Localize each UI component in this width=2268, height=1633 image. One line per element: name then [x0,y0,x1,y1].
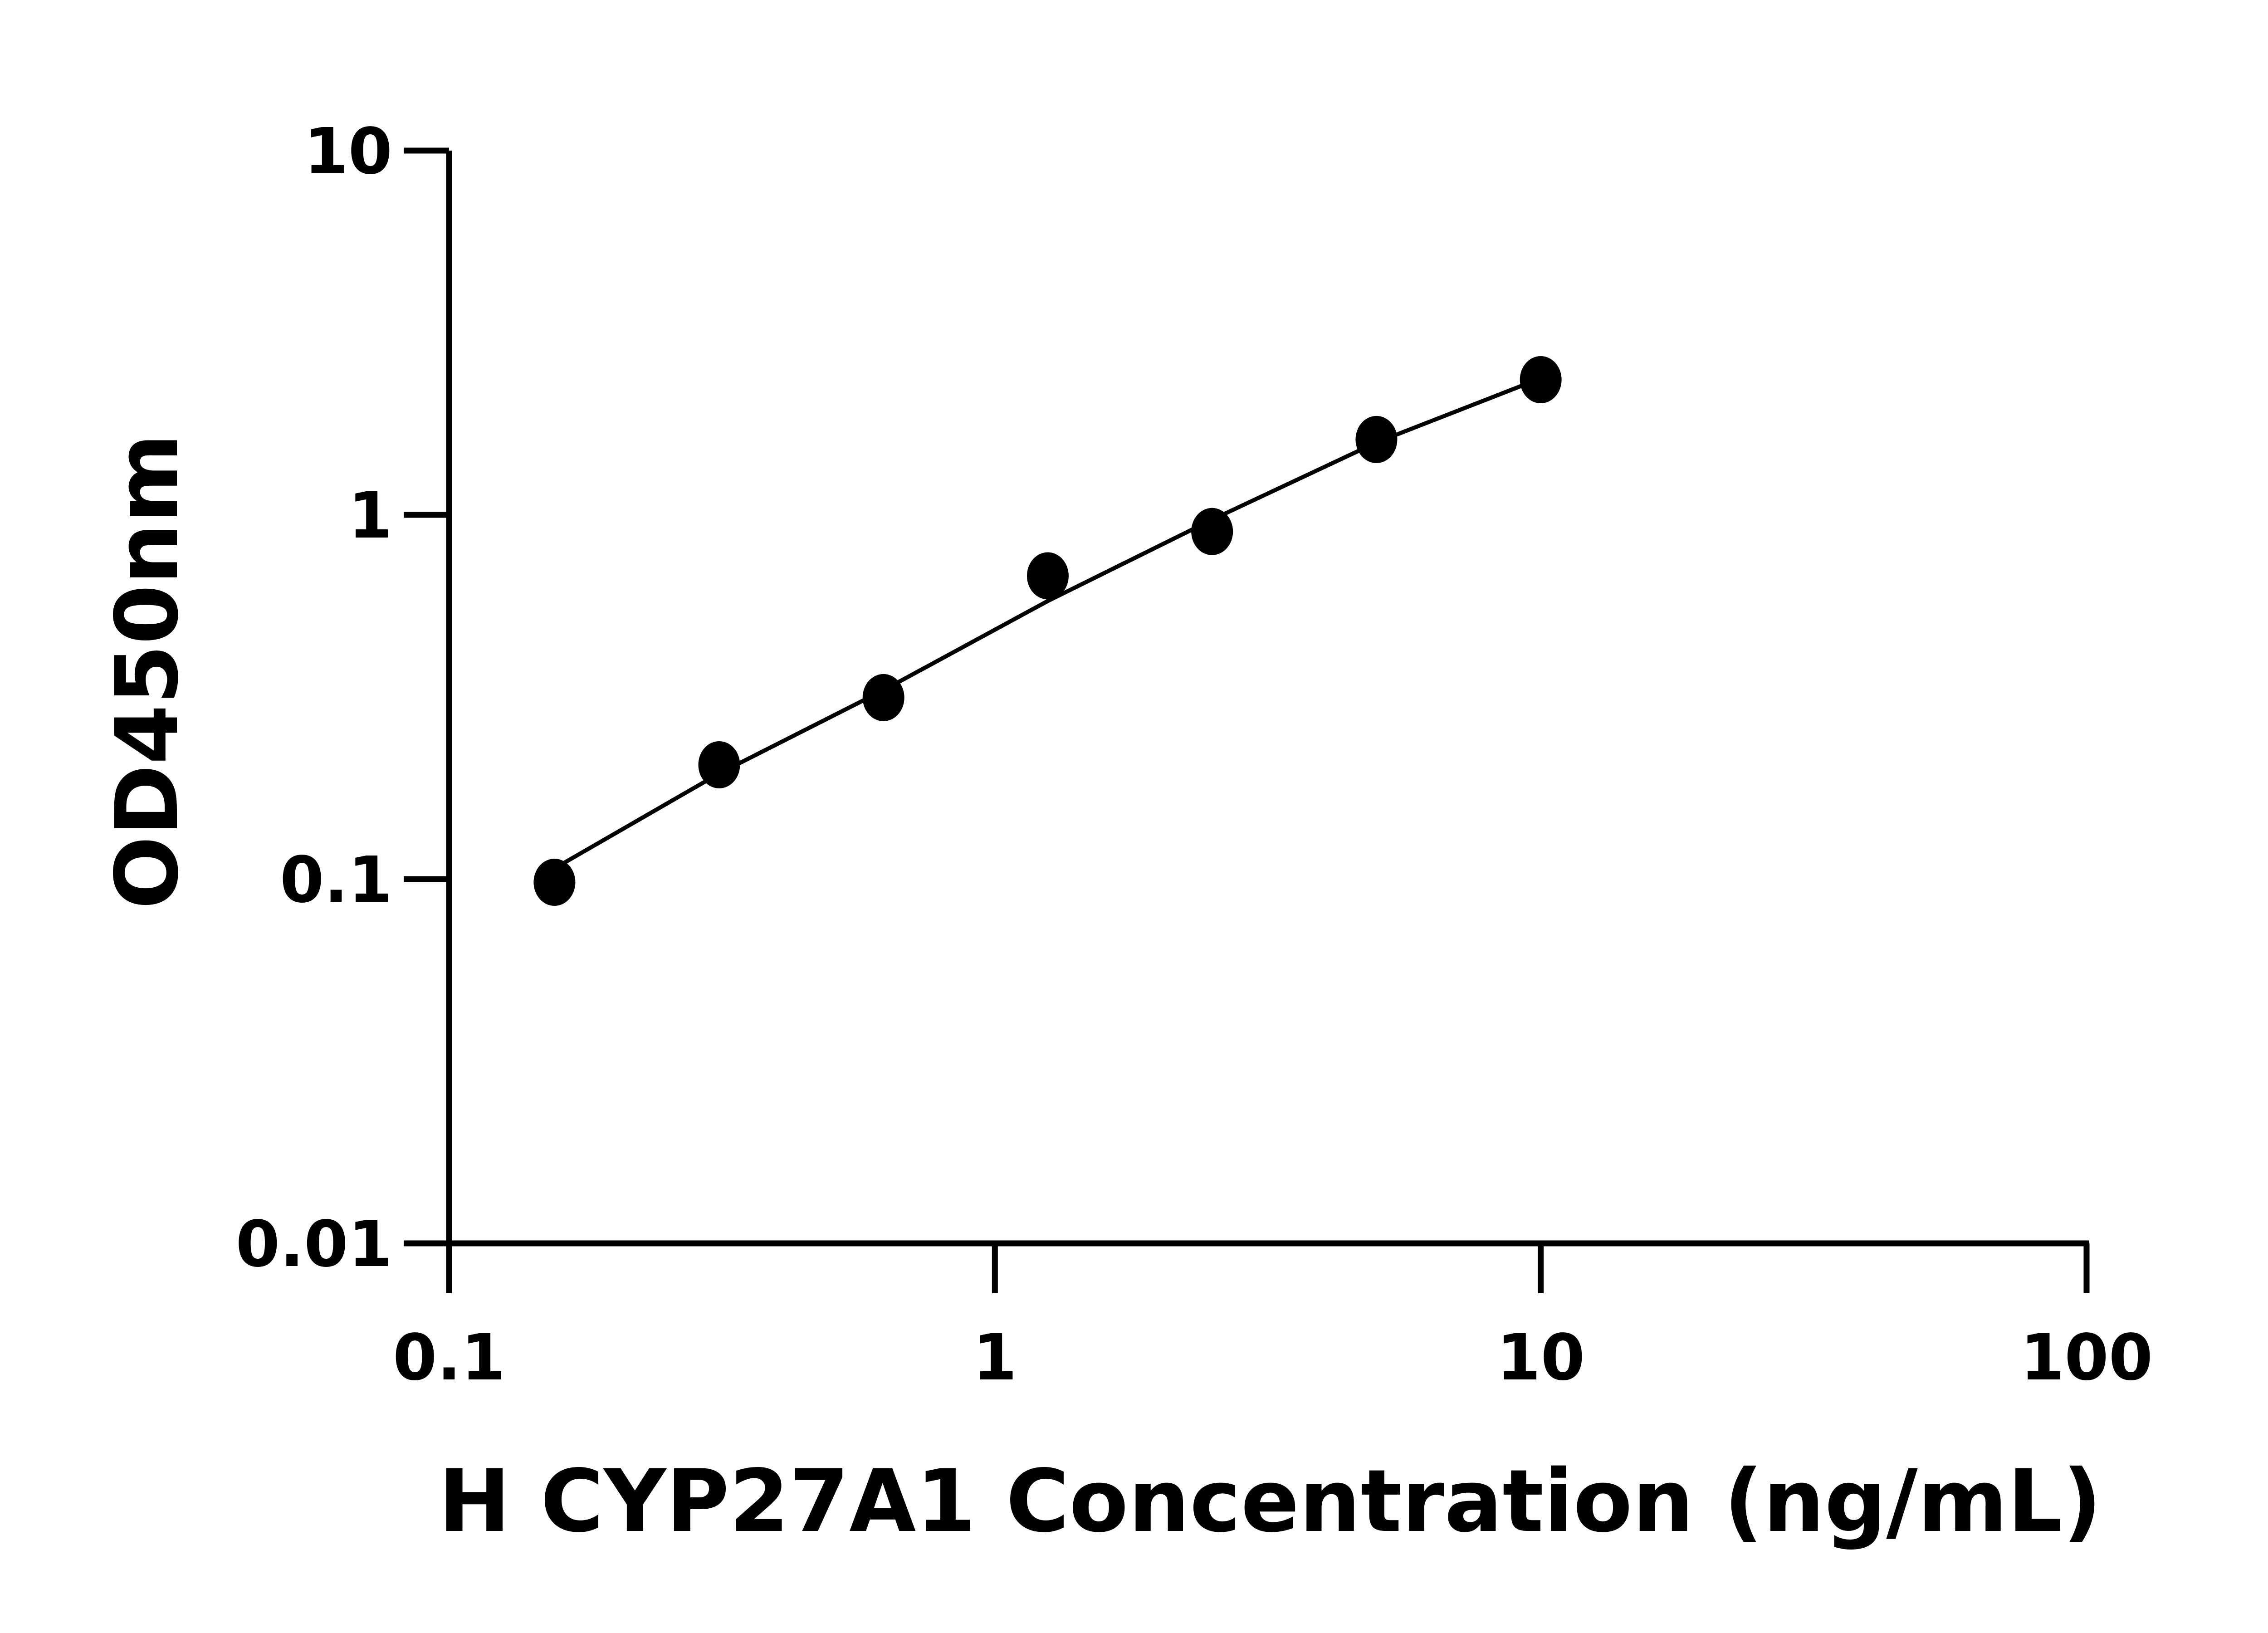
x-axis-title: H CYP27A1 Concentration (ng/mL) [438,1451,2102,1551]
y-axis-title: OD450nm [97,433,197,909]
data-point [1355,416,1398,463]
data-point [698,741,740,788]
y-tick-label: 1 [348,479,392,553]
x-tick-label: 0.1 [393,1321,505,1395]
data-point [1026,552,1069,600]
data-point [1191,508,1233,555]
data-point [862,674,904,721]
y-tick-label: 0.01 [236,1208,392,1281]
axes [446,151,2089,1247]
x-tick-label: 1 [973,1321,1017,1395]
y-tick-label: 0.1 [280,843,392,917]
marks [533,356,1562,906]
x-tick-label: 100 [2020,1321,2153,1395]
y-tick-label: 10 [304,115,392,189]
x-tick-label: 10 [1496,1321,1585,1395]
data-point [533,859,576,906]
data-point [1520,356,1562,404]
